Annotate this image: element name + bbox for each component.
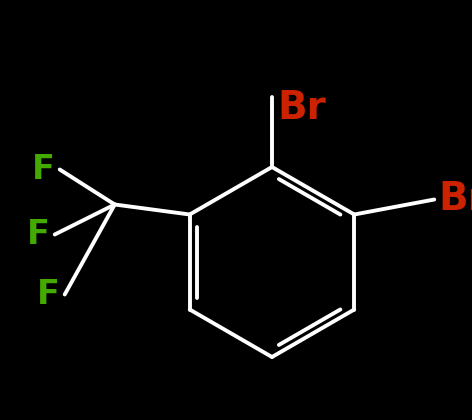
Text: Br: Br (277, 89, 326, 127)
Text: F: F (37, 278, 60, 311)
Text: Br: Br (438, 181, 472, 218)
Text: F: F (32, 153, 55, 186)
Text: F: F (27, 218, 50, 251)
